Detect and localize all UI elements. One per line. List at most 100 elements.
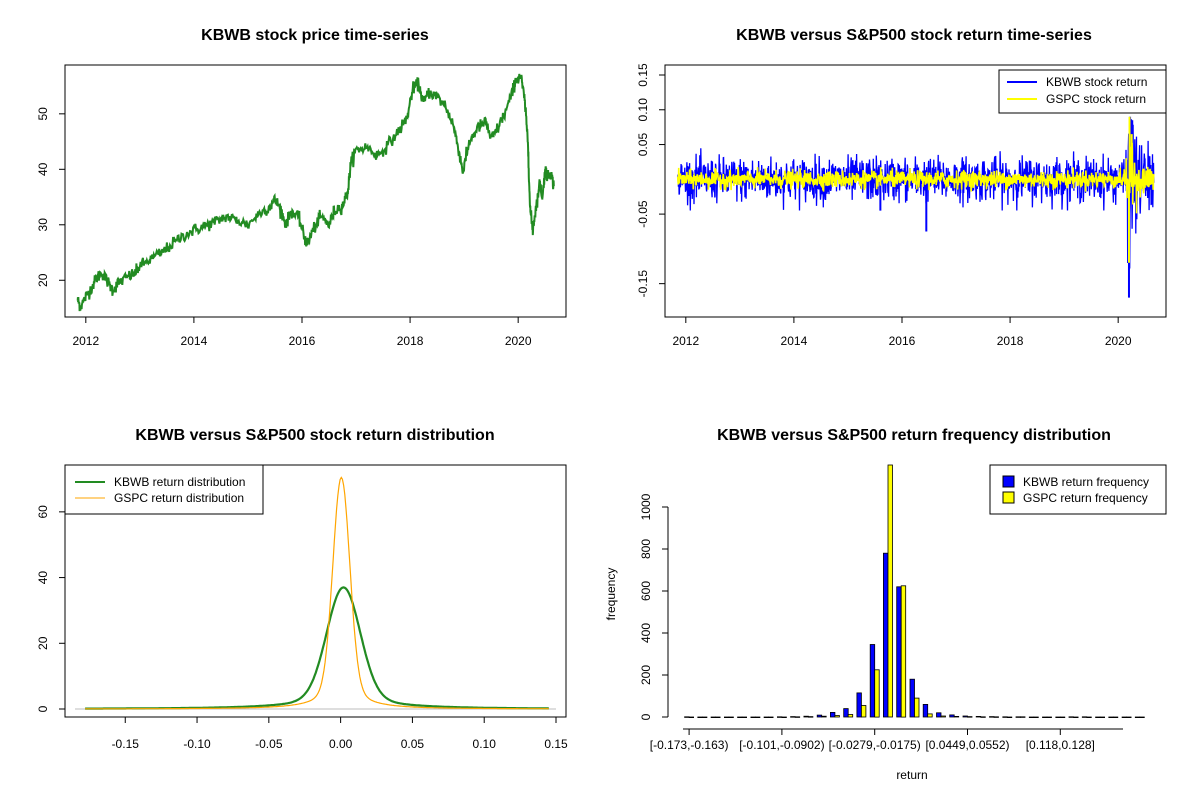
kbwb-frequency-bar (1042, 716, 1048, 719)
kbwb-frequency-bar (737, 716, 743, 719)
density-series (75, 476, 556, 710)
return-x-tick-label: 2020 (1105, 334, 1132, 348)
price-x-tick-label: 2018 (397, 334, 424, 348)
frequency-y-tick-label: 600 (639, 581, 653, 601)
price-y-tick-label: 50 (36, 107, 50, 121)
price-chart: KBWB stock price time-series 2012 2014 201… (36, 27, 567, 348)
return-distribution-legend: KBWB return distribution GSPC return dis… (64, 464, 264, 515)
gspc-frequency-bar (874, 669, 880, 718)
kbwb-frequency-bar (1095, 716, 1101, 719)
frequency-x-tick-label: [-0.101,-0.0902) (739, 738, 824, 752)
density-y-tick-label: 0 (36, 705, 50, 712)
legend-swatch-gspc (1002, 491, 1015, 504)
return-distribution-title: KBWB versus S&P500 stock return distribu… (135, 427, 494, 444)
gspc-frequency-bar (688, 716, 694, 719)
kbwb-frequency-bar (697, 716, 703, 719)
kbwb-frequency-bar (1002, 716, 1008, 718)
x-axis-label: return (896, 768, 927, 782)
kbwb-frequency-bar (750, 716, 756, 719)
kbwb-frequency-bar (1081, 716, 1088, 718)
legend-label-kbwb: KBWB return frequency (1023, 475, 1149, 489)
return-y-tick-label: 0.10 (636, 98, 650, 122)
legend-label-gspc: GSPC return frequency (1023, 491, 1148, 505)
gspc-frequency-bar (755, 716, 761, 719)
gspc-density-line (85, 476, 549, 710)
legend-box (989, 464, 1167, 515)
kbwb-frequency-bar (816, 714, 823, 718)
density-x-tick-label: 0.00 (329, 737, 353, 751)
kbwb-frequency-bar (909, 678, 915, 718)
kbwb-frequency-bar (1055, 716, 1061, 719)
frequency-y-tick-label: 0 (639, 713, 653, 720)
kbwb-frequency-bar (843, 708, 849, 718)
kbwb-frequency-bar (936, 712, 942, 718)
gspc-frequency-bar (967, 716, 973, 718)
frequency-chart-title: KBWB versus S&P500 return frequency dist… (717, 427, 1111, 444)
return-timeseries-chart: KBWB versus S&P500 stock return time-ser… (636, 27, 1167, 348)
density-y-tick-label: 20 (36, 636, 50, 650)
kbwb-return-line (677, 119, 1155, 269)
kbwb-frequency-bar (1015, 716, 1021, 718)
kbwb-frequency-bar (830, 712, 836, 718)
kbwb-frequency-bar (803, 715, 809, 718)
kbwb-frequency-bar (975, 716, 982, 718)
y-axis-label: frequency (604, 568, 618, 621)
gspc-frequency-bar (821, 715, 827, 718)
gspc-frequency-bar (1112, 716, 1119, 719)
kbwb-density-line (85, 586, 549, 710)
frequency-y-tick-label: 400 (639, 623, 653, 643)
frequency-chart: KBWB versus S&P500 return frequency dist… (604, 427, 1167, 782)
frequency-x-tick-label: [-0.0279,-0.0175) (829, 738, 921, 752)
price-chart-title: KBWB stock price time-series (201, 27, 429, 44)
price-y-tick-label: 40 (36, 162, 50, 176)
price-x-tick-label: 2016 (289, 334, 316, 348)
legend-swatch-kbwb (1002, 475, 1015, 488)
gspc-frequency-bar (861, 705, 867, 718)
kbwb-frequency-bar (1108, 716, 1114, 719)
frequency-x-tick-label: [0.118,0.128] (1026, 738, 1095, 752)
density-x-tick-label: -0.15 (112, 737, 140, 751)
kbwb-frequency-bar (777, 716, 783, 718)
gspc-frequency-bar (794, 716, 801, 718)
kbwb-frequency-bar (922, 704, 929, 718)
legend-box (64, 464, 264, 515)
legend-label-gspc: GSPC stock return (1046, 92, 1146, 106)
density-x-tick-label: -0.10 (183, 737, 211, 751)
return-y-tick-label: 0.05 (636, 133, 650, 157)
legend-label-kbwb: KBWB stock return (1046, 75, 1147, 89)
frequency-x-tick-label: [0.0449,0.0552) (925, 738, 1009, 752)
gspc-frequency-bar (1059, 716, 1066, 719)
kbwb-frequency-bar (1134, 716, 1141, 719)
legend-label-gspc: GSPC return distribution (114, 491, 244, 505)
gspc-frequency-bar (741, 716, 747, 719)
kbwb-frequency-bar (869, 644, 876, 718)
return-axes: 2012 2014 2016 2018 2020 -0.15 -0.05 0.05 0.10 0.… (636, 63, 1132, 348)
density-y-tick-label: 60 (36, 505, 50, 519)
gspc-frequency-bar (702, 716, 708, 719)
legend-box (998, 69, 1167, 114)
legend-label-kbwb: KBWB return distribution (114, 475, 245, 489)
kbwb-frequency-bar (1068, 716, 1074, 718)
price-x-tick-label: 2020 (505, 334, 532, 348)
return-y-tick-label: -0.15 (636, 270, 650, 298)
gspc-frequency-bar (914, 697, 920, 718)
kbwb-frequency-bar (790, 716, 796, 718)
return-timeseries-title: KBWB versus S&P500 stock return time-ser… (736, 27, 1092, 44)
gspc-frequency-bar (1086, 716, 1092, 719)
density-y-tick-label: 40 (36, 571, 50, 585)
gspc-frequency-bar (1033, 716, 1039, 719)
frequency-y-tick-label: 1000 (639, 493, 653, 520)
return-distribution-chart: KBWB versus S&P500 stock return distribu… (36, 427, 568, 751)
price-chart-frame (64, 64, 567, 318)
gspc-frequency-bar (1073, 716, 1079, 719)
gspc-frequency-bar (980, 716, 986, 718)
density-x-tick-label: 0.05 (401, 737, 425, 751)
kbwb-frequency-bar (684, 716, 690, 718)
density-x-tick-label: 0.15 (544, 737, 568, 751)
kbwb-frequency-bar (962, 715, 968, 718)
gspc-frequency-bar (953, 716, 960, 718)
gspc-frequency-bar (728, 716, 734, 719)
gspc-frequency-bar (1020, 716, 1026, 718)
gspc-frequency-bar (715, 716, 721, 719)
